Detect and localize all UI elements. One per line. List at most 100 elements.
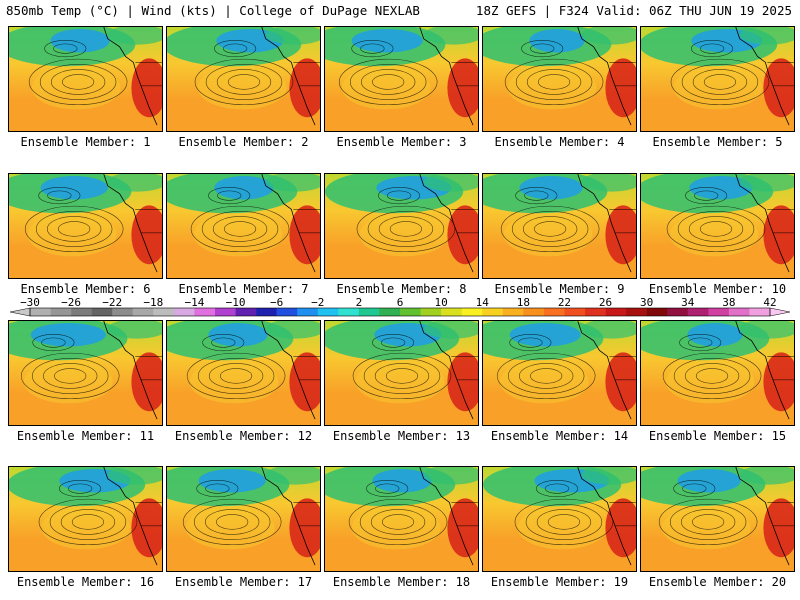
colorbar-swatch [543,308,565,316]
ensemble-map-panel [640,173,795,279]
colorbar-swatch [708,308,730,316]
colorbar-swatch [173,308,195,316]
ensemble-map-panel [166,320,321,426]
colorbar-tick-label: −18 [143,296,163,309]
member-label: Ensemble Member: 8 [336,282,467,296]
member-label: Ensemble Member: 9 [494,282,625,296]
colorbar-swatch [215,308,236,316]
colorbar-swatch [749,308,771,316]
colorbar-tick-label: −10 [226,296,246,309]
colorbar-tick-label: 42 [763,296,776,309]
member-label: Ensemble Member: 15 [648,429,787,443]
member-label: Ensemble Member: 2 [178,135,309,149]
member-label: Ensemble Member: 13 [332,429,471,443]
map-image [167,467,320,571]
ensemble-map-panel [482,466,637,572]
colorbar-swatch [256,308,277,316]
map-image [325,27,478,131]
member-label: Ensemble Member: 19 [490,575,629,589]
member-label: Ensemble Member: 16 [16,575,155,589]
colorbar-tick-label: −30 [20,296,40,309]
map-image [641,174,794,278]
member-label: Ensemble Member: 3 [336,135,467,149]
valid-time-label: 18Z GEFS | F324 Valid: 06Z THU JUN 19 20… [475,3,792,18]
ensemble-map-panel [166,26,321,132]
ensemble-map-panel [324,173,479,279]
ensemble-map-panel [640,320,795,426]
colorbar-left-arrow [9,307,31,317]
ensemble-map-panel [324,466,479,572]
colorbar-tick-label: 38 [722,296,735,309]
map-image [325,174,478,278]
colorbar-tick-label: 26 [599,296,612,309]
map-image [325,321,478,425]
member-label: Ensemble Member: 10 [648,282,787,296]
colorbar-swatch [235,308,257,316]
colorbar-tick-label: 18 [517,296,530,309]
colorbar-swatch [338,308,360,316]
colorbar-swatch [91,308,113,316]
map-image [9,321,162,425]
ensemble-map-panel [640,26,795,132]
colorbar-swatch [317,308,339,316]
member-label: Ensemble Member: 17 [174,575,313,589]
member-label: Ensemble Member: 11 [16,429,155,443]
ensemble-map-panel [8,26,163,132]
map-image [483,467,636,571]
colorbar-swatch [71,308,92,316]
ensemble-map-panel [324,320,479,426]
map-image [483,27,636,131]
colorbar-tick-label: 2 [356,296,363,309]
member-label: Ensemble Member: 18 [332,575,471,589]
colorbar-swatch [728,308,750,316]
colorbar-tick-label: 6 [397,296,404,309]
ensemble-map-panel [482,320,637,426]
colorbar-swatch [687,308,709,316]
colorbar-swatch [523,308,545,316]
colorbar-swatch [502,308,524,316]
map-image [167,27,320,131]
colorbar-swatch [153,308,175,316]
ensemble-map-panel [482,26,637,132]
colorbar-swatch [667,308,689,316]
colorbar-swatch [564,308,586,316]
map-image [483,174,636,278]
colorbar-tick-label: 30 [640,296,653,309]
colorbar-swatch [112,308,134,316]
colorbar-swatch [646,308,668,316]
colorbar-swatch [626,308,647,316]
map-image [641,321,794,425]
ensemble-map-panel [324,26,479,132]
colorbar-swatch [30,308,51,316]
map-image [9,467,162,571]
member-label: Ensemble Member: 1 [20,135,151,149]
colorbar-swatch [441,308,462,316]
member-label: Ensemble Member: 4 [494,135,625,149]
ensemble-map-panel [640,466,795,572]
ensemble-map-panel [8,320,163,426]
colorbar-tick-label: 14 [476,296,490,309]
colorbar-swatch [605,308,627,316]
map-image [641,467,794,571]
colorbar-swatch [400,308,421,316]
member-label: Ensemble Member: 6 [20,282,151,296]
ensemble-map-panel [8,466,163,572]
colorbar-tick-label: −26 [61,296,81,309]
colorbar-swatch [461,308,483,316]
colorbar-tick-label: −6 [270,296,283,309]
colorbar-swatch [194,308,216,316]
colorbar-swatch [276,308,298,316]
temperature-colorbar: −30 −26 −22 −18 −14 −10 −6 −2 2 6 10 14 18 22 26 30 34 38… [4,296,796,320]
colorbar-tick-label: 22 [558,296,571,309]
ensemble-map-panel [8,173,163,279]
map-image [9,27,162,131]
colorbar-swatch [585,308,606,316]
colorbar-swatch [379,308,401,316]
member-label: Ensemble Member: 7 [178,282,309,296]
member-label: Ensemble Member: 20 [648,575,787,589]
map-image [641,27,794,131]
colorbar-swatch [482,308,504,316]
ensemble-map-panel [166,173,321,279]
map-image [483,321,636,425]
colorbar-tick-label: −22 [102,296,122,309]
